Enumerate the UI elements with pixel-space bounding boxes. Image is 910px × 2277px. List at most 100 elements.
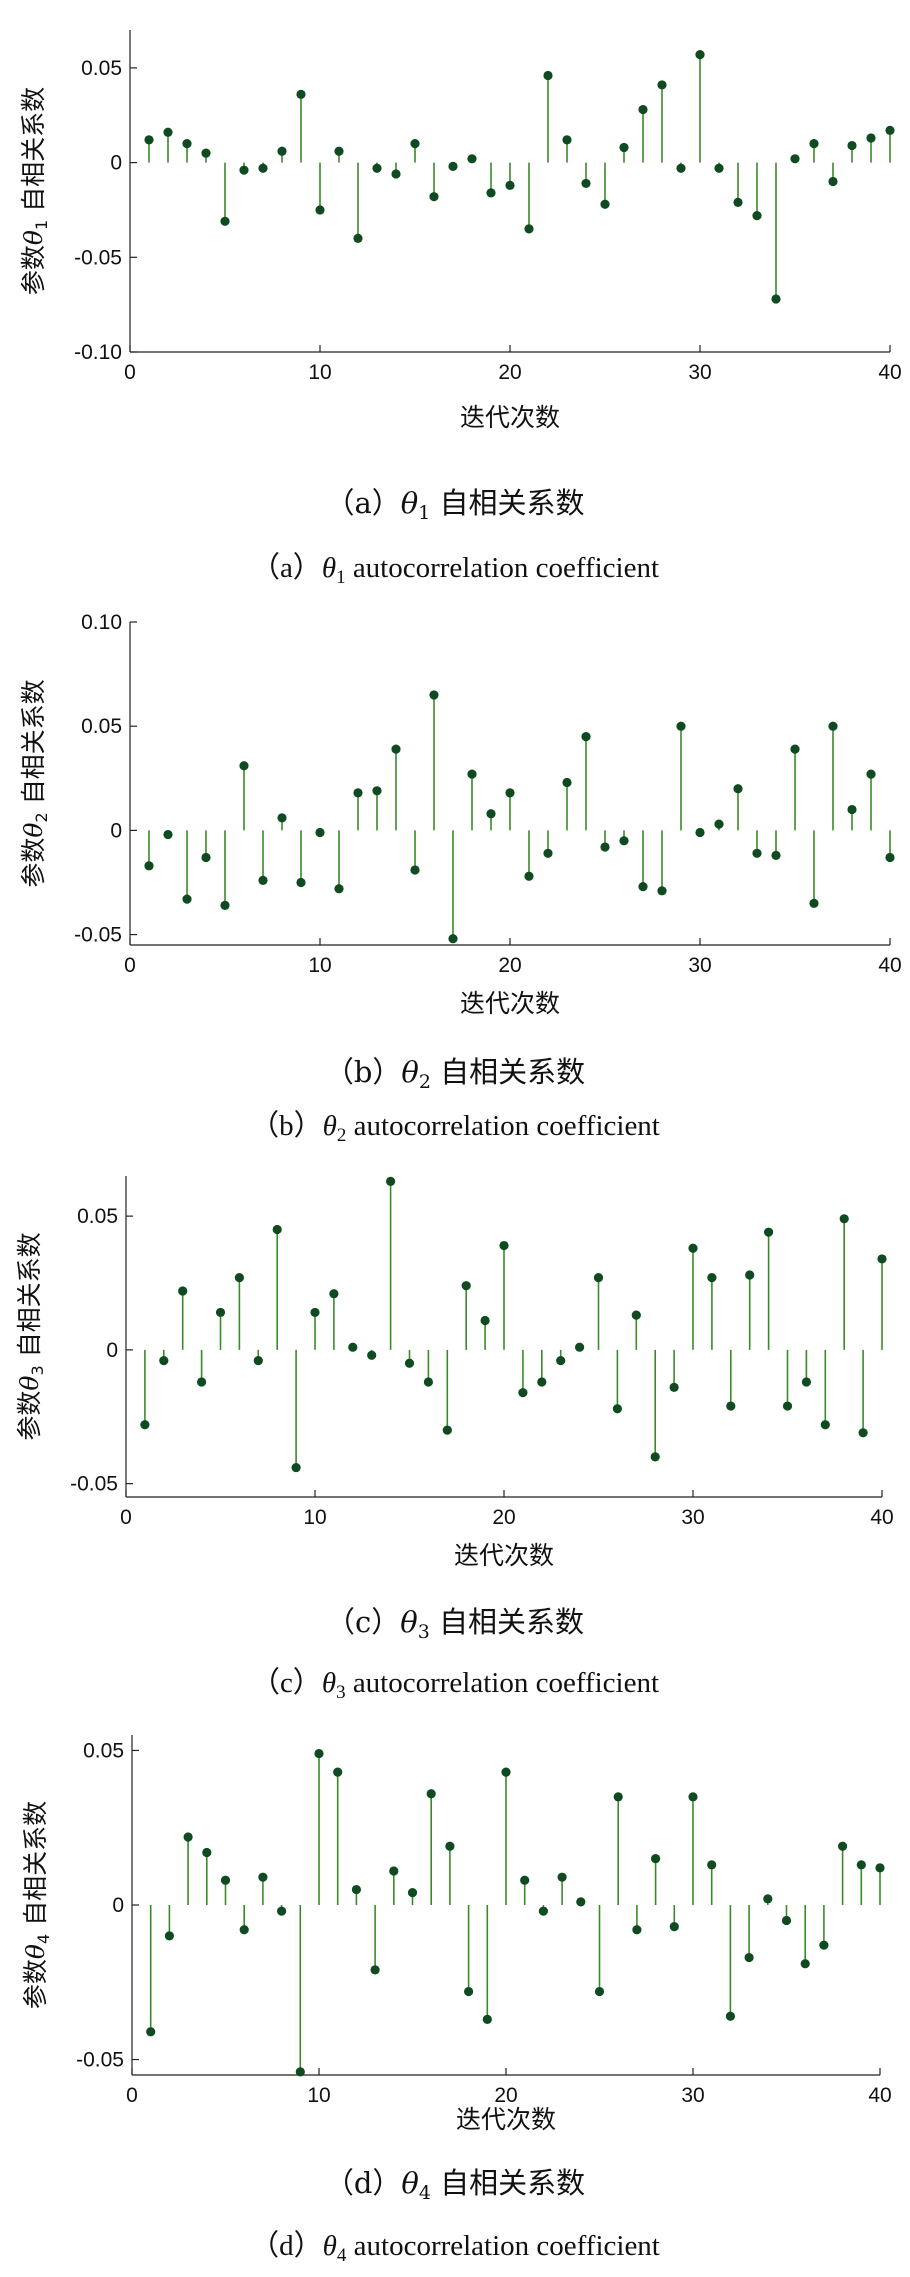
stem-marker xyxy=(875,1863,885,1873)
y-axis-label-suffix: 自相关系数 xyxy=(21,1801,50,1934)
y-axis-label-suffix: 自相关系数 xyxy=(19,679,48,812)
stem-marker xyxy=(557,1872,567,1882)
y-axis-label: 参数θ2 自相关系数 xyxy=(19,679,51,887)
y-tick-label: 0.05 xyxy=(77,1205,118,1228)
stem-marker xyxy=(258,1872,268,1882)
stem-marker xyxy=(253,1355,263,1366)
x-axis-label: 迭代次数 xyxy=(460,989,560,1018)
caption-chinese-subscript: 4 xyxy=(419,2182,431,2204)
stem-marker xyxy=(423,1377,433,1387)
stem-marker xyxy=(594,1986,605,1997)
caption-chinese-prefix: （a） xyxy=(325,486,400,520)
stem-marker xyxy=(486,188,496,198)
caption-english: （d）θ4 autocorrelation coefficient xyxy=(250,2230,660,2266)
stem-marker xyxy=(600,199,610,209)
caption-chinese: （d）θ4 自相关系数 xyxy=(325,2166,585,2204)
caption-english-suffix: autocorrelation coefficient xyxy=(346,2230,659,2262)
stem-marker xyxy=(197,1377,207,1387)
stem-marker xyxy=(201,148,211,158)
y-tick-label: -0.05 xyxy=(74,246,122,269)
stem-marker xyxy=(819,1940,829,1950)
x-tick-label: 0 xyxy=(120,1506,132,1529)
stem-marker xyxy=(445,1841,455,1851)
stem-marker xyxy=(669,1382,679,1392)
stem-marker xyxy=(524,871,534,881)
stem-marker xyxy=(613,1792,623,1802)
stem-marker xyxy=(524,224,534,234)
x-tick-label: 10 xyxy=(307,2084,330,2107)
caption-english-subscript: 3 xyxy=(336,1682,346,1703)
caption-english-symbol: θ xyxy=(322,1667,336,1699)
x-tick-label: 40 xyxy=(870,1506,893,1529)
x-tick-label: 40 xyxy=(878,954,901,977)
x-tick-label: 20 xyxy=(494,2084,517,2107)
stem-marker xyxy=(239,761,249,771)
y-axis-label: 参数θ4 自相关系数 xyxy=(21,1801,53,2009)
y-axis-label-subscript: 4 xyxy=(34,1934,53,1944)
caption-chinese-suffix: 自相关系数 xyxy=(430,1605,584,1639)
stem-marker xyxy=(461,1281,471,1291)
stem-marker xyxy=(370,1965,380,1975)
stem-marker xyxy=(556,1355,566,1366)
y-axis-label-subscript: 1 xyxy=(32,220,51,230)
y-axis-label-symbol: θ xyxy=(19,823,48,838)
stem-marker xyxy=(277,1906,287,1916)
y-tick-label: 0 xyxy=(106,1339,118,1362)
y-tick-label: 0 xyxy=(110,152,122,175)
caption-english-suffix: autocorrelation coefficient xyxy=(346,552,659,584)
stem-marker xyxy=(464,1986,474,1997)
stem-marker xyxy=(657,80,667,90)
stem-marker xyxy=(809,139,819,149)
stem-marker xyxy=(448,161,458,171)
stem-marker xyxy=(486,809,496,819)
stem-marker xyxy=(707,1860,717,1870)
stem-marker xyxy=(764,1227,774,1237)
y-tick-label: 0.05 xyxy=(83,1739,124,1762)
stem-marker xyxy=(296,89,306,99)
stem-marker xyxy=(763,1894,773,1904)
x-tick-label: 40 xyxy=(868,2084,891,2107)
stem-marker xyxy=(351,1884,361,1895)
y-tick-label: -0.05 xyxy=(70,1473,118,1496)
stem-marker xyxy=(866,133,876,143)
y-tick-label: 0 xyxy=(112,1894,124,1917)
y-tick-label: 0 xyxy=(110,819,122,842)
stem-marker xyxy=(733,197,743,207)
caption-english: （c）θ3 autocorrelation coefficient xyxy=(251,1667,659,1703)
stem-marker xyxy=(220,900,230,911)
stem-marker xyxy=(215,1307,226,1318)
stem-marker xyxy=(847,804,857,815)
stem-marker xyxy=(790,744,800,754)
stem-marker xyxy=(310,1307,320,1318)
stem-marker xyxy=(858,1428,868,1438)
stem-marker xyxy=(733,784,743,794)
stem-marker xyxy=(688,1243,698,1253)
stem-marker xyxy=(291,1462,301,1473)
stem-marker xyxy=(581,178,591,189)
stem-marker xyxy=(537,1377,547,1387)
caption-english-suffix: autocorrelation coefficient xyxy=(346,1667,659,1699)
caption-chinese-subscript: 1 xyxy=(418,502,430,524)
stem-marker xyxy=(391,744,401,754)
stem-marker xyxy=(800,1959,810,1969)
stem-marker xyxy=(631,1310,641,1320)
stem-marker xyxy=(520,1875,530,1885)
stem-marker xyxy=(600,842,610,852)
caption-english-symbol: θ xyxy=(322,552,336,584)
caption-english-suffix: autocorrelation coefficient xyxy=(346,1110,659,1142)
stem-marker xyxy=(404,1358,415,1368)
y-axis-label-prefix: 参数 xyxy=(21,1959,50,2009)
caption-english-symbol: θ xyxy=(323,1110,337,1142)
stem-marker xyxy=(501,1767,511,1777)
caption-chinese: （a）θ1 自相关系数 xyxy=(325,486,584,524)
x-tick-label: 10 xyxy=(308,361,331,384)
stem-marker xyxy=(202,1847,212,1858)
stem-marker xyxy=(838,1841,848,1851)
stem-marker xyxy=(714,819,724,829)
stem-marker xyxy=(847,140,857,151)
stem-marker xyxy=(543,848,553,858)
stem-marker xyxy=(714,163,724,173)
caption-chinese-symbol: θ xyxy=(401,2166,418,2200)
